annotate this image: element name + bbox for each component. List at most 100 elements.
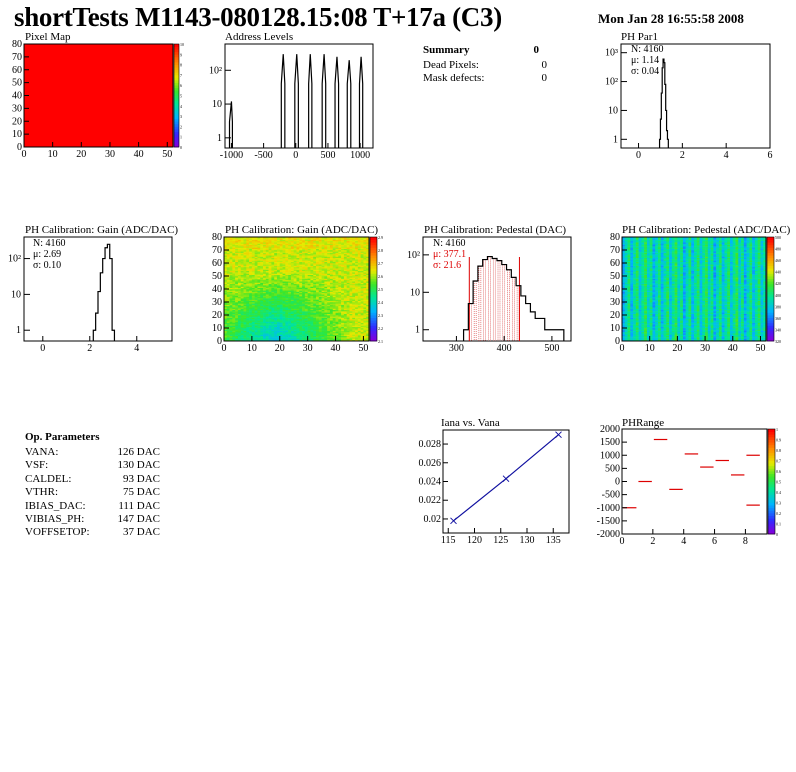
- gain-map-cell: [279, 252, 283, 255]
- pixel-map-palette-cell: [174, 64, 179, 68]
- gain-map-cell: [229, 291, 233, 294]
- gain-map-cell: [279, 325, 283, 327]
- gain-map-cell: [257, 283, 261, 286]
- gain-map-cell: [318, 274, 322, 277]
- gain-map-cell: [229, 259, 233, 261]
- gain-map-cell: [310, 277, 314, 279]
- gain-map-cell: [257, 330, 261, 333]
- gain-map-cell: [260, 322, 264, 325]
- gain-map-palette-cell: [370, 304, 377, 308]
- gain-map-cell: [324, 244, 328, 247]
- gain-map-cell: [276, 247, 281, 249]
- gain-map-cell: [251, 283, 255, 286]
- gain-map-cell: [243, 302, 247, 304]
- gain-map-cell: [237, 317, 242, 320]
- gain-map-cell: [299, 242, 303, 244]
- gain-map-cell: [243, 268, 247, 270]
- gain-map-cell: [226, 260, 230, 262]
- gain-map-cell: [232, 292, 236, 295]
- gain-map-cell: [226, 330, 230, 333]
- gain-map-cell: [313, 264, 317, 266]
- gain-map-cell: [310, 317, 314, 320]
- gain-map-cell: [327, 321, 331, 324]
- gain-map-cell: [251, 299, 255, 301]
- gain-map-cell: [296, 321, 300, 324]
- gain-map-cell: [265, 260, 269, 262]
- gain-map-cell: [313, 247, 317, 249]
- gain-map-cell: [324, 335, 328, 338]
- gain-map-cell: [313, 263, 317, 265]
- gain-map-cell: [285, 334, 289, 337]
- gain-map-cell: [226, 317, 230, 320]
- gain-map-cell: [332, 272, 336, 274]
- gain-map-cell: [329, 307, 334, 309]
- pixel-map-palette-cell: [174, 46, 179, 50]
- gain-map-cell: [310, 239, 314, 242]
- gain-map-cell: [232, 283, 236, 286]
- gain-map-cell: [329, 312, 334, 314]
- gain-map-cell: [310, 300, 314, 303]
- gain-map-cell: [290, 240, 295, 243]
- gain-map-cell: [260, 247, 264, 249]
- x-tick-label: 30: [105, 149, 115, 160]
- gain-map-cell: [282, 269, 286, 272]
- gain-map-cell: [288, 328, 292, 330]
- gain-map-cell: [332, 331, 336, 334]
- ph-par1-stats: N: 4160 μ: 1.14 σ: 0.04: [631, 44, 664, 77]
- gain-map-cell: [232, 335, 236, 338]
- gain-map-cell: [313, 331, 317, 334]
- gain-map-cell: [290, 313, 295, 316]
- gain-map-cell: [310, 257, 314, 260]
- gain-1d-frame: [23, 236, 173, 342]
- gain-map-cell: [254, 286, 258, 288]
- gain-map-cell: [313, 320, 317, 322]
- gain-map-cell: [279, 268, 283, 270]
- gain-map-cell: [321, 250, 325, 252]
- gain-map-cell: [296, 282, 300, 285]
- gain-map-cell: [268, 285, 272, 287]
- gain-map-cell: [279, 243, 283, 246]
- gain-map-cell: [282, 335, 286, 338]
- gain-map-cell: [285, 311, 289, 313]
- gain-map-cell: [226, 273, 230, 275]
- gain-map-cell: [224, 282, 228, 285]
- gain-map-cell: [293, 238, 297, 240]
- gain-map-cell: [313, 330, 317, 333]
- gain-map-cell: [302, 295, 306, 298]
- gain-map-cell: [274, 331, 278, 334]
- gain-map-cell: [279, 270, 283, 273]
- gain-map-cell: [237, 282, 242, 285]
- gain-map-cell: [235, 316, 239, 318]
- gain-map-cell: [293, 242, 297, 244]
- gain-map-cell: [268, 273, 272, 275]
- gain-map-cell: [246, 269, 250, 272]
- gain-map-cell: [226, 298, 230, 300]
- gain-map-cell: [318, 259, 322, 261]
- gain-map-cell: [251, 289, 255, 291]
- gain-map-cell: [229, 277, 233, 279]
- gain-map-cell: [254, 244, 258, 247]
- ph-par1-frame: [620, 43, 771, 149]
- gain-map-cell: [237, 325, 242, 327]
- gain-map-cell: [327, 272, 331, 274]
- gain-map-cell: [316, 266, 320, 269]
- gain-map-cell: [276, 305, 281, 308]
- y-tick-label: 60: [12, 65, 22, 76]
- gain-map-cell: [285, 264, 289, 266]
- gain-map-cell: [279, 291, 283, 294]
- gain-map-cell: [274, 317, 278, 320]
- gain-map-cell: [226, 331, 230, 334]
- pixel-map-palette-cell: [174, 105, 179, 109]
- gain-map-cell: [274, 300, 278, 303]
- gain-map-cell: [307, 295, 311, 298]
- gain-map-cell: [276, 251, 281, 253]
- gain-map-cell: [260, 316, 264, 318]
- gain-map-cell: [285, 273, 289, 275]
- gain-map-cell: [310, 307, 314, 309]
- gain-map-cell: [271, 251, 275, 253]
- gain-map-cell: [279, 318, 283, 321]
- gain-map-cell: [237, 294, 242, 296]
- gain-map-cell: [265, 238, 269, 240]
- gain-map-cell: [235, 330, 239, 333]
- gain-map-cell: [251, 333, 255, 335]
